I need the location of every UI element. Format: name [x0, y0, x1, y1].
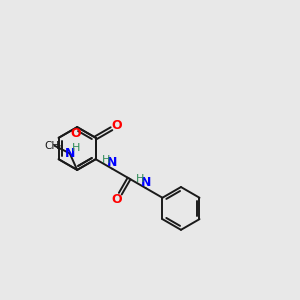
- Text: H: H: [136, 174, 144, 184]
- Text: O: O: [112, 193, 122, 206]
- Text: CH₃: CH₃: [45, 141, 64, 151]
- Text: N: N: [107, 156, 118, 170]
- Text: H: H: [72, 143, 80, 153]
- Text: O: O: [70, 127, 81, 140]
- Text: N: N: [141, 176, 151, 189]
- Text: O: O: [112, 119, 122, 132]
- Text: H: H: [102, 155, 111, 165]
- Text: N: N: [64, 147, 75, 160]
